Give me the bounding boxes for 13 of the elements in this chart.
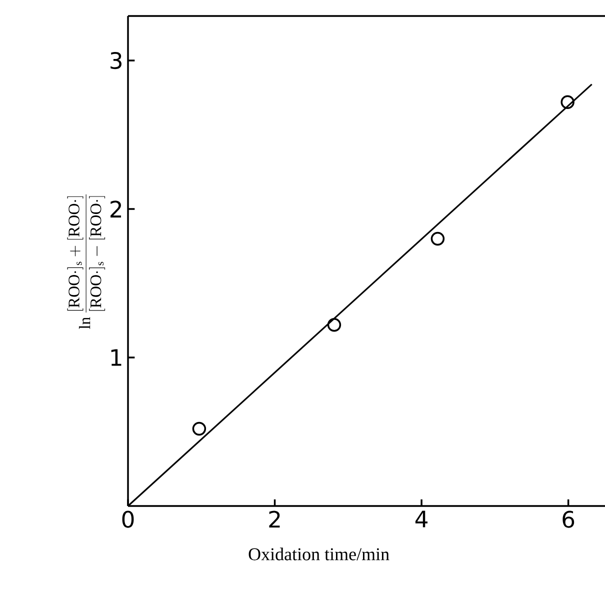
point: [560, 95, 574, 109]
x-tick-label: 6: [562, 510, 574, 528]
y-tick-label: 3: [110, 52, 122, 70]
x-tick-label: 2: [269, 510, 280, 528]
point: [430, 232, 445, 246]
x-tick-label: 4: [415, 510, 428, 528]
y-tick-label: 2: [110, 200, 122, 218]
point: [327, 318, 342, 332]
y-axis-title: $\ln\frac{[\mathrm{ROO}\cdot]_{\mathrm{s}}+[\mathrm{ROO}\cdot]}{[\mathrm{ROO}\cdot]_{\mathrm{s}}-[\mathrm{ROO}\cdot]}$: [67, 194, 106, 329]
point: [192, 422, 206, 436]
x-axis-title: Oxidation time/min: [248, 548, 390, 560]
y-tick-label: 1: [111, 349, 122, 366]
x-tick-label: 0: [122, 510, 134, 528]
